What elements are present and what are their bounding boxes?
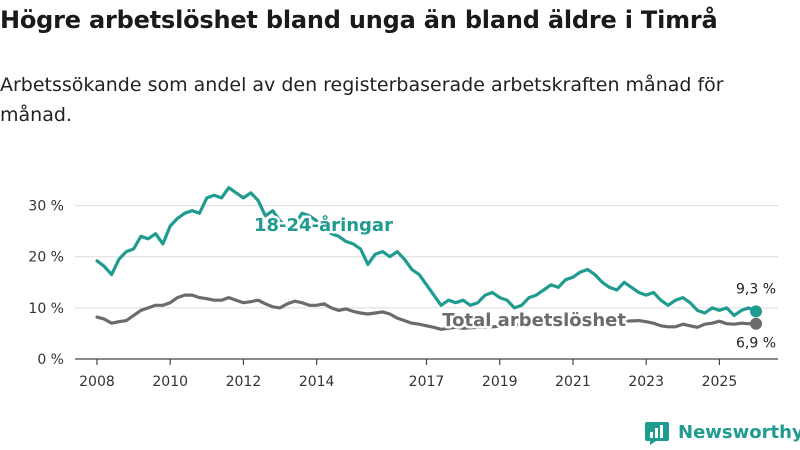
series-label-total: Total arbetslöshet	[442, 310, 626, 331]
brand-name: Newsworthy	[678, 422, 800, 443]
series-end-marker-total	[750, 317, 763, 330]
x-tick-label: 2021	[555, 374, 591, 390]
bar-chart-logo-icon	[645, 422, 669, 445]
series-line-total	[95, 293, 758, 331]
y-tick-label: 20 %	[28, 250, 64, 266]
y-tick-label: 30 %	[28, 199, 64, 215]
x-tick-label: 2010	[152, 374, 188, 390]
x-tick-label: 2014	[299, 374, 335, 390]
chart-title: Högre arbetslöshet bland unga än bland ä…	[0, 6, 718, 34]
series-line-youth	[95, 186, 758, 318]
x-tick-label: 2017	[409, 374, 445, 390]
brand-logo: Newsworthy	[644, 420, 800, 446]
x-tick-label: 2025	[702, 374, 738, 390]
series-end-marker-youth	[750, 305, 763, 318]
x-tick-label: 2019	[482, 374, 518, 390]
series-label-youth: 18-24-åringar	[254, 214, 393, 236]
x-tick-label: 2023	[628, 374, 664, 390]
x-tick-label: 2008	[79, 374, 115, 390]
x-tick-label: 2012	[226, 374, 262, 390]
chart-subtitle: Arbetssökande som andel av den registerb…	[0, 74, 724, 126]
series-end-value-label: 9,3 %	[736, 281, 776, 297]
y-tick-label: 10 %	[28, 301, 64, 317]
series-end-value-label: 6,9 %	[736, 336, 776, 352]
y-tick-label: 0 %	[37, 352, 64, 368]
